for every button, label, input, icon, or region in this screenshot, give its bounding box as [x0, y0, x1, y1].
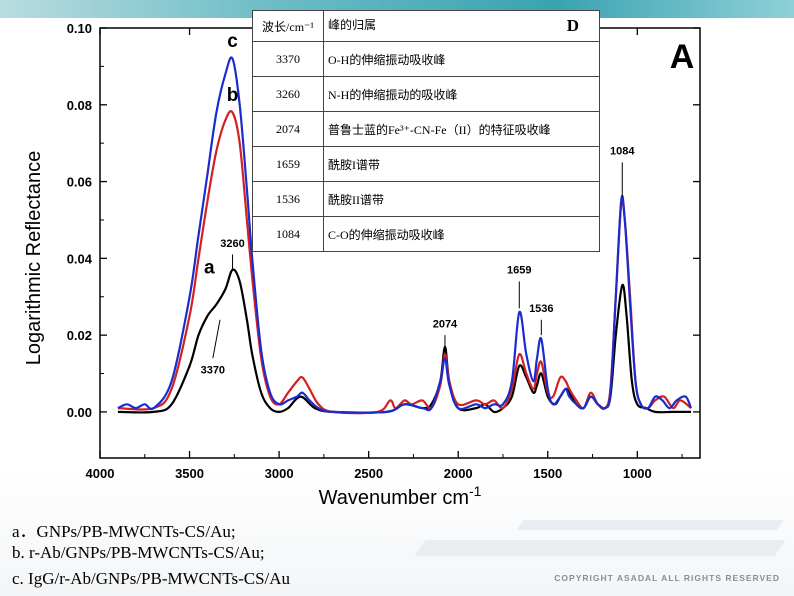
table-row: 3370 O-H的伸缩振动吸收峰	[252, 41, 600, 77]
row-assignment: N-H的伸缩振动的吸收峰	[323, 76, 600, 112]
table-row: 1536 酰胺II谱带	[252, 181, 600, 217]
table-panel-label: D	[566, 16, 579, 35]
x-tick-label: 3000	[265, 466, 294, 481]
peak-label: 1084	[610, 146, 635, 158]
x-tick-label: 4000	[86, 466, 115, 481]
header-wavelength: 波长/cm⁻¹	[252, 10, 324, 42]
row-wavelength: 1084	[252, 216, 324, 252]
sample-legend-c: c. IgG/r-Ab/GNPs/PB-MWCNTs-CS/Au	[12, 569, 291, 588]
series-layer	[117, 56, 693, 415]
x-tick-label: 3500	[175, 466, 204, 481]
table-row: 3260 N-H的伸缩振动的吸收峰	[252, 76, 600, 112]
table-header-row: 波长/cm⁻¹ 峰的归属 D	[252, 10, 600, 42]
x-tick-label: 1500	[533, 466, 562, 481]
header-assignment: 峰的归属	[328, 18, 377, 32]
row-assignment: 酰胺I谱带	[323, 146, 600, 182]
y-axis-label: Logarithmic Reflectance	[23, 151, 45, 366]
x-tick-label: 1000	[623, 466, 652, 481]
series-line-a	[117, 268, 691, 414]
panel-label: A	[670, 38, 695, 76]
series-letter-label: a	[204, 258, 215, 279]
peak-assignment-table: 波长/cm⁻¹ 峰的归属 D 3370 O-H的伸缩振动吸收峰 3260 N-H的…	[252, 10, 600, 252]
footer-background	[0, 470, 794, 596]
header-assignment-cell: 峰的归属 D	[323, 10, 600, 42]
footer-stripe	[516, 520, 784, 530]
row-wavelength: 3260	[252, 76, 324, 112]
peak-label: 3260	[220, 238, 244, 250]
row-assignment: 酰胺II谱带	[323, 181, 600, 217]
peak-label: 2074	[433, 318, 458, 330]
table-row: 2074 普鲁士蓝的Fe³⁺-CN-Fe（II）的特征吸收峰	[252, 111, 600, 147]
peak-label: 3370	[201, 365, 225, 377]
y-tick-label: 0.04	[67, 251, 93, 266]
row-wavelength: 1536	[252, 181, 324, 217]
row-wavelength: 2074	[252, 111, 324, 147]
row-assignment: 普鲁士蓝的Fe³⁺-CN-Fe（II）的特征吸收峰	[323, 111, 600, 147]
axis-layer: 4000 3500 3000 2500 2000 1500 1000 0.00 0.02 0.04…	[67, 21, 700, 481]
y-tick-label: 0.08	[67, 98, 92, 113]
series-letter-label: b	[227, 85, 239, 106]
table-row: 1659 酰胺I谱带	[252, 146, 600, 182]
peak-label: 1536	[529, 303, 553, 315]
row-assignment: C-O的伸缩振动吸收峰	[323, 216, 600, 252]
y-tick-label: 0.00	[67, 405, 92, 420]
x-tick-label: 2500	[354, 466, 383, 481]
row-wavelength: 1659	[252, 146, 324, 182]
peak-label: 1659	[507, 265, 531, 277]
y-tick-label: 0.02	[67, 328, 92, 343]
table-row: 1084 C-O的伸缩振动吸收峰	[252, 216, 600, 252]
x-tick-label: 2000	[444, 466, 473, 481]
x-axis-label: Wavenumber cm-1	[319, 483, 482, 509]
copyright-notice: COPYRIGHT ASADAL ALL RIGHTS RESERVED	[554, 573, 780, 583]
x-axis-label-text: Wavenumber cm	[319, 487, 469, 509]
peak-leader-line	[212, 319, 221, 359]
y-tick-label: 0.06	[67, 175, 92, 190]
series-line-c	[117, 56, 693, 414]
footer-stripe	[414, 540, 786, 556]
y-tick-label: 0.10	[67, 21, 92, 36]
sample-legend-b: b. r-Ab/GNPs/PB-MWCNTs-CS/Au;	[12, 543, 265, 562]
row-wavelength: 3370	[252, 41, 324, 77]
row-assignment: O-H的伸缩振动吸收峰	[323, 41, 600, 77]
series-letter-label: c	[227, 31, 238, 52]
sample-legend-a: a．GNPs/PB-MWCNTs-CS/Au;	[12, 522, 236, 541]
x-axis-label-superscript: -1	[469, 483, 482, 499]
